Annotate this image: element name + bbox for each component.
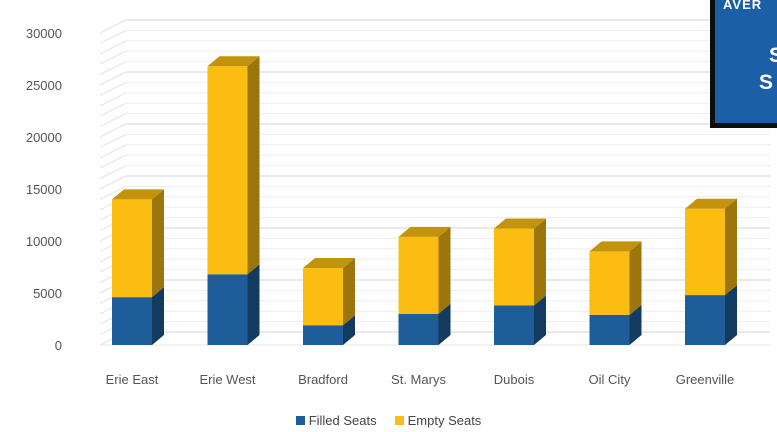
bar-top-face [494,218,546,229]
y-tick-label: 15000 [26,182,62,197]
bar-filled [685,295,725,345]
x-tick-label: St. Marys [391,372,446,387]
bar-filled [207,274,248,345]
y-tick-label: 5000 [33,286,62,301]
bar-filled [398,313,439,345]
gridline-depth [99,92,127,107]
panel-line-2: S I [759,71,777,94]
y-tick-label: 20000 [26,130,62,145]
bar-top-face [685,198,737,209]
bar-empty [112,199,152,298]
gridline-depth [99,71,127,86]
gridline-depth [99,40,127,55]
legend-swatch-empty [394,416,404,425]
x-tick-label: Erie West [199,372,255,387]
bar-top-face [303,258,355,269]
y-tick-label: 10000 [26,234,62,249]
bar-top-face [398,226,451,237]
bar-top-face [589,241,642,252]
gridline-depth [99,61,127,76]
bar-side-empty [152,189,164,298]
gridline-depth [99,144,127,159]
bar-side-empty [629,241,642,315]
bar-side-filled [438,303,451,345]
gridline-depth [99,154,127,169]
bar-side-filled [629,304,642,345]
bar-empty [303,268,343,326]
panel-line-1: S [769,44,777,68]
bar-empty [589,251,630,315]
gridline-depth [99,50,127,65]
bar-filled [112,297,152,345]
bar-side-filled [152,287,164,345]
y-tick-label: 30000 [26,26,62,41]
gridline-depth [99,102,127,117]
bar-filled [494,305,534,345]
bar-side-filled [247,264,260,345]
legend-label-empty: Empty Seats [407,413,482,428]
bar-side-empty [343,258,355,326]
bar-empty [398,236,439,314]
legend: Filled Seats Empty Seats [0,413,777,428]
gridline-depth [99,29,127,44]
x-tick-label: Dubois [494,372,535,387]
gridline-depth [99,81,127,96]
bar-side-filled [343,315,355,345]
bar-side-empty [247,56,260,275]
y-tick-label: 0 [55,338,62,353]
bar-filled [303,325,343,345]
bar-filled [589,314,630,345]
legend-label-filled: Filled Seats [308,413,377,428]
bar-side-filled [725,285,737,345]
gridline-depth [99,185,127,200]
gridline-depth [99,133,127,148]
bar-top-face [112,189,164,200]
bar-empty [494,228,534,306]
bar-top-face [207,56,260,67]
x-tick-label: Bradford [298,372,348,387]
x-tick-label: Oil City [589,372,631,387]
x-tick-label: Erie East [106,372,159,387]
y-tick-label: 25000 [26,78,62,93]
bar-side-filled [534,295,546,345]
gridline-depth [99,19,127,34]
legend-item-empty: Empty Seats [394,413,482,428]
legend-swatch-filled [295,416,305,425]
x-tick-label: Greenville [676,372,735,387]
bar-side-empty [534,218,546,306]
legend-item-filled: Filled Seats [295,413,377,428]
bar-side-empty [725,198,737,296]
gridline-depth [99,123,127,138]
bar-empty [685,208,725,296]
cropped-info-panel: AVER S S I [710,0,777,128]
panel-heading: AVER [723,0,763,12]
gridline-depth [99,113,127,128]
bar-side-empty [438,226,451,314]
gridline-depth [99,175,127,190]
bar-empty [207,66,248,275]
gridline-depth [99,165,127,180]
